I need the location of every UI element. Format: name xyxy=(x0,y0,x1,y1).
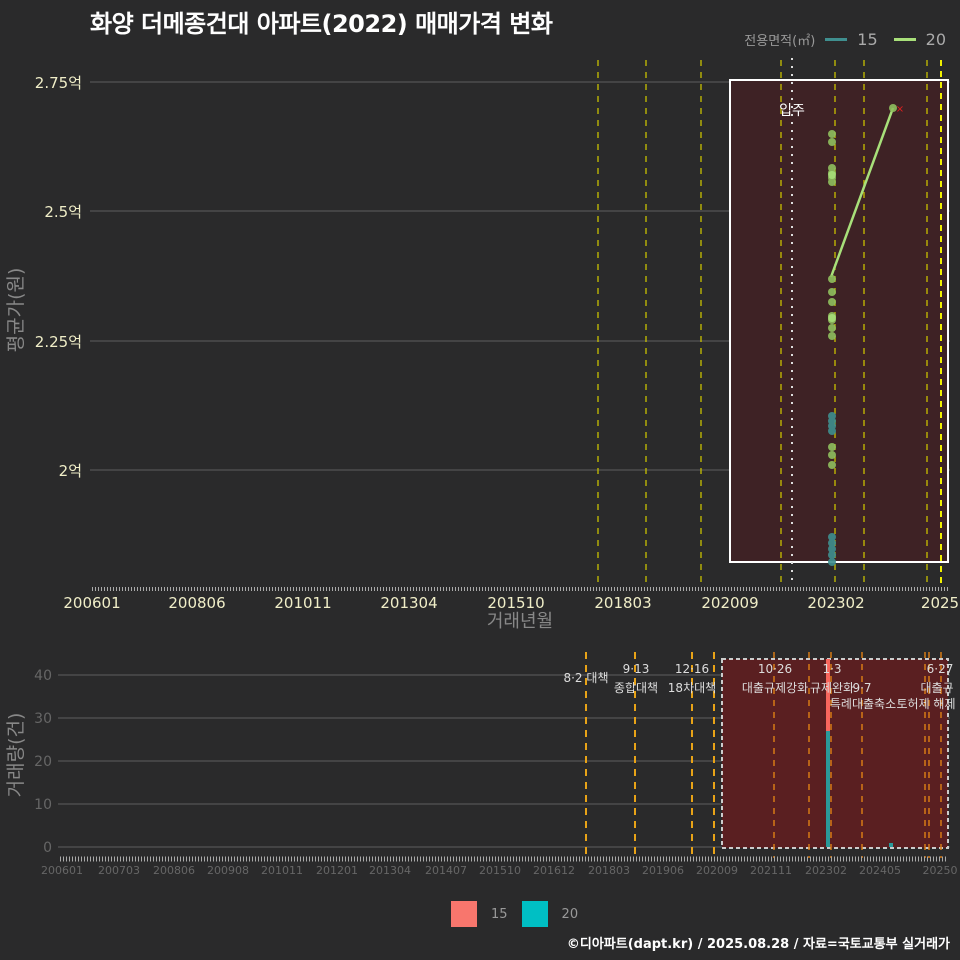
x-tick: 202111 xyxy=(750,864,792,877)
x-tick: 200908 xyxy=(207,864,249,877)
x-tick: 202405 xyxy=(859,864,901,877)
policy-label: 종합대책 xyxy=(614,680,658,695)
policy-label: 특례대출축소 xyxy=(830,697,896,711)
y-tick-25: 2.5억 xyxy=(44,203,82,221)
source-credit: ©디아파트(dapt.kr) / 2025.08.28 / 자료=국토교통부 실… xyxy=(566,937,950,952)
chart-title: 화양 더메종건대 아파트(2022) 매매가격 변화 xyxy=(90,10,553,38)
x-tick: 201407 xyxy=(425,864,467,877)
policy-label: 8·2 대책 xyxy=(563,670,608,685)
highlight-region-volume xyxy=(721,658,949,849)
x-tick: 200806 xyxy=(168,594,225,612)
legend-bottom: 15 20 xyxy=(451,901,592,927)
policy-label: 대출규 xyxy=(920,681,953,695)
policy-date: 1·3 xyxy=(822,662,841,676)
x-tick: 201011 xyxy=(261,864,303,877)
policy-date: 9·13 xyxy=(623,662,650,676)
policy-label: 토허제 해제 xyxy=(896,697,955,711)
latest-marker: × xyxy=(896,104,904,115)
points-15 xyxy=(828,412,836,566)
legend-swatch-15 xyxy=(451,901,477,927)
x-tick: 201803 xyxy=(594,594,651,612)
x-axis-label: 거래년월 xyxy=(487,611,553,632)
x-tick: 2025 xyxy=(921,594,959,612)
bottom-chart: 40 30 20 10 0 거래량(건) xyxy=(5,652,958,877)
legend-label-15: 15 xyxy=(857,30,878,49)
y-tick-225: 2.25억 xyxy=(35,333,82,351)
x-tick: 201304 xyxy=(380,594,437,612)
y-tick-275: 2.75억 xyxy=(35,74,82,92)
bar-202302-15 xyxy=(826,659,830,731)
x-tick: 201510 xyxy=(479,864,521,877)
x-tick: 201510 xyxy=(487,594,544,612)
x-tick: 202302 xyxy=(807,594,864,612)
y-tick: 40 xyxy=(34,668,52,684)
top-chart: 2.75억 2.5억 2.25억 2억 평균가(원) 입주 xyxy=(5,58,959,632)
legend-swatch-20 xyxy=(893,38,916,41)
x-tick: 202302 xyxy=(805,864,847,877)
policy-label: 18차대책 xyxy=(668,680,716,695)
bar-202405-20 xyxy=(889,843,893,847)
highlight-region xyxy=(729,79,949,563)
legend-swatch-15 xyxy=(825,38,848,41)
x-tick: 200601 xyxy=(63,594,120,612)
legend-label-15: 15 xyxy=(491,906,508,922)
x-tick: 201304 xyxy=(369,864,411,877)
x-tick: 20250 xyxy=(923,864,958,877)
x-tick: 202009 xyxy=(696,864,738,877)
y-axis-label-volume: 거래량(건) xyxy=(5,713,27,798)
y-axis-label: 평균가(원) xyxy=(5,268,27,353)
x-tick: 202009 xyxy=(701,594,758,612)
legend-label-20: 20 xyxy=(561,906,579,922)
x-tick: 200601 xyxy=(41,864,83,877)
x-tick: 201803 xyxy=(588,864,630,877)
legend-swatch-20 xyxy=(521,901,548,927)
x-tick: 201201 xyxy=(316,864,358,877)
x-tick: 201612 xyxy=(533,864,575,877)
x-tick: 200703 xyxy=(98,864,140,877)
move-in-label: 입주 xyxy=(779,103,805,119)
policy-date: 12·16 xyxy=(675,662,709,676)
legend-label-20: 20 xyxy=(925,30,946,49)
y-tick: 20 xyxy=(34,754,52,770)
legend-title: 전용면적(㎡) xyxy=(744,34,816,49)
trend-line-20 xyxy=(829,107,895,278)
x-tick: 200806 xyxy=(153,864,195,877)
x-tick: 201011 xyxy=(274,594,331,612)
policy-date: 10·26 xyxy=(758,662,792,676)
y-tick-2: 2억 xyxy=(59,462,82,480)
x-tick: 201906 xyxy=(642,864,684,877)
policy-label: 대출규제강화 xyxy=(742,681,808,695)
y-tick: 10 xyxy=(34,797,52,813)
bar-202302-20 xyxy=(826,731,830,847)
y-tick: 30 xyxy=(34,711,52,727)
y-tick: 0 xyxy=(43,840,52,856)
policy-date: 9·7 xyxy=(852,681,871,695)
legend-top: 전용면적(㎡) 15 20 xyxy=(744,30,952,49)
policy-label: 규제완화 xyxy=(810,681,854,695)
policy-date: 6·27 xyxy=(927,662,954,676)
